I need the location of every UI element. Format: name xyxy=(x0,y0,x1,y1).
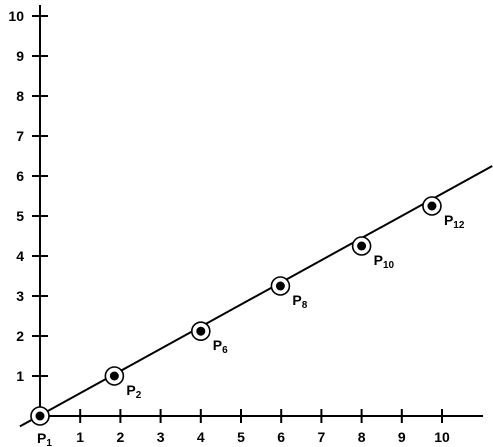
y-tick-label: 2 xyxy=(16,328,24,344)
data-point-P1: P1 xyxy=(30,406,52,447)
y-tick-label: 1 xyxy=(16,368,24,384)
point-dot xyxy=(275,281,285,291)
point-dot xyxy=(427,201,437,211)
y-tick-label: 5 xyxy=(16,208,24,224)
point-label-letter: P xyxy=(444,212,453,228)
y-tick-label: 9 xyxy=(16,48,24,64)
y-tick-label: 6 xyxy=(16,168,24,184)
data-point-P10: P10 xyxy=(351,236,395,271)
point-label-letter: P xyxy=(374,252,383,268)
data-point-P12: P12 xyxy=(422,196,465,231)
point-label-letter: P xyxy=(292,292,301,308)
point-label-letter: P xyxy=(213,337,222,353)
point-label: P6 xyxy=(213,337,228,356)
point-label-letter: P xyxy=(37,430,46,446)
x-tick-label: 3 xyxy=(157,429,165,445)
y-tick-label: 7 xyxy=(16,128,24,144)
point-dot xyxy=(357,241,367,251)
data-point-P6: P6 xyxy=(191,321,228,356)
point-label: P2 xyxy=(126,382,141,401)
point-label: P10 xyxy=(374,252,395,271)
x-tick-label: 6 xyxy=(277,429,285,445)
y-tick-label: 10 xyxy=(8,8,24,24)
point-label-subscript: 6 xyxy=(222,345,228,356)
x-tick-label: 4 xyxy=(197,429,205,445)
data-point-P2: P2 xyxy=(104,366,142,401)
point-label: P1 xyxy=(37,430,52,447)
y-tick-label: 3 xyxy=(16,288,24,304)
x-tick-label: 10 xyxy=(434,429,450,445)
x-tick-label: 8 xyxy=(358,429,366,445)
point-label-subscript: 2 xyxy=(136,390,142,401)
x-tick-label: 9 xyxy=(398,429,406,445)
point-label-subscript: 1 xyxy=(46,438,52,447)
x-tick-label: 7 xyxy=(318,429,326,445)
point-dot xyxy=(35,411,45,421)
fit-line-layer xyxy=(19,165,493,428)
point-dot xyxy=(196,326,206,336)
fit-line xyxy=(19,165,493,428)
y-tick-label: 4 xyxy=(16,248,24,264)
y-tick-label: 8 xyxy=(16,88,24,104)
x-tick-label: 1 xyxy=(76,429,84,445)
point-label-letter: P xyxy=(126,382,135,398)
point-label-subscript: 12 xyxy=(453,220,465,231)
point-dot xyxy=(109,371,119,381)
point-label: P12 xyxy=(444,212,465,231)
point-label-subscript: 10 xyxy=(383,260,395,271)
point-label-subscript: 8 xyxy=(302,300,308,311)
point-label: P8 xyxy=(292,292,307,311)
x-tick-label: 2 xyxy=(117,429,125,445)
x-tick-label: 5 xyxy=(237,429,245,445)
data-point-P8: P8 xyxy=(270,276,308,311)
